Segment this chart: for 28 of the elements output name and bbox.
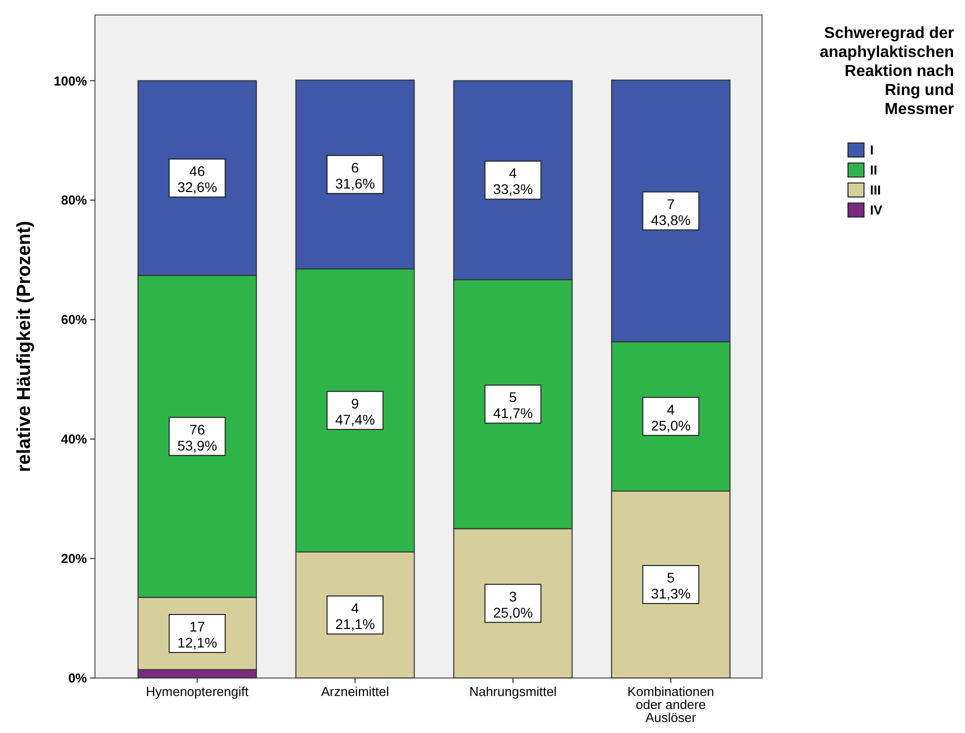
data-label: 6 31,6% <box>335 159 375 192</box>
y-tick-label: 80% <box>60 192 88 208</box>
x-tick-label: Arzneimittel <box>321 684 390 699</box>
data-label: 4 33,3% <box>493 165 533 198</box>
y-tick-label: 20% <box>60 551 88 566</box>
y-tick-label: 40% <box>60 432 88 447</box>
data-label: 4 21,1% <box>335 600 375 632</box>
y-axis-title: relative Häufigkeit (Prozent) <box>14 220 35 472</box>
y-tick-label: 0% <box>68 670 88 686</box>
data-label: 3 25,0% <box>493 588 533 620</box>
data-label: 5 31,3% <box>650 570 691 602</box>
legend-label: II <box>870 162 878 178</box>
legend-label: IV <box>870 202 883 218</box>
legend-label: I <box>870 142 874 158</box>
data-label: 5 41,7% <box>493 389 533 422</box>
legend-title: Schweregrad der anaphylaktischen Reaktion nach Ring und Messmer <box>820 25 954 118</box>
x-tick-label: Hymenopterengift <box>146 684 249 699</box>
data-label: 7 43,8% <box>650 196 691 228</box>
data-label: 46 32,6% <box>177 163 218 196</box>
data-label: 9 47,4% <box>335 395 375 428</box>
legend-label: III <box>870 182 881 198</box>
data-label: 4 25,0% <box>650 401 691 434</box>
data-label: 76 53,9% <box>177 421 218 454</box>
y-tick-label: 60% <box>60 312 88 328</box>
data-label: 17 12,1% <box>177 618 218 650</box>
x-tick-label: Kombinationen oder andere Auslöser <box>627 684 714 725</box>
y-tick-label: 100% <box>54 73 88 88</box>
x-tick-label: Nahrungsmittel <box>469 684 557 699</box>
